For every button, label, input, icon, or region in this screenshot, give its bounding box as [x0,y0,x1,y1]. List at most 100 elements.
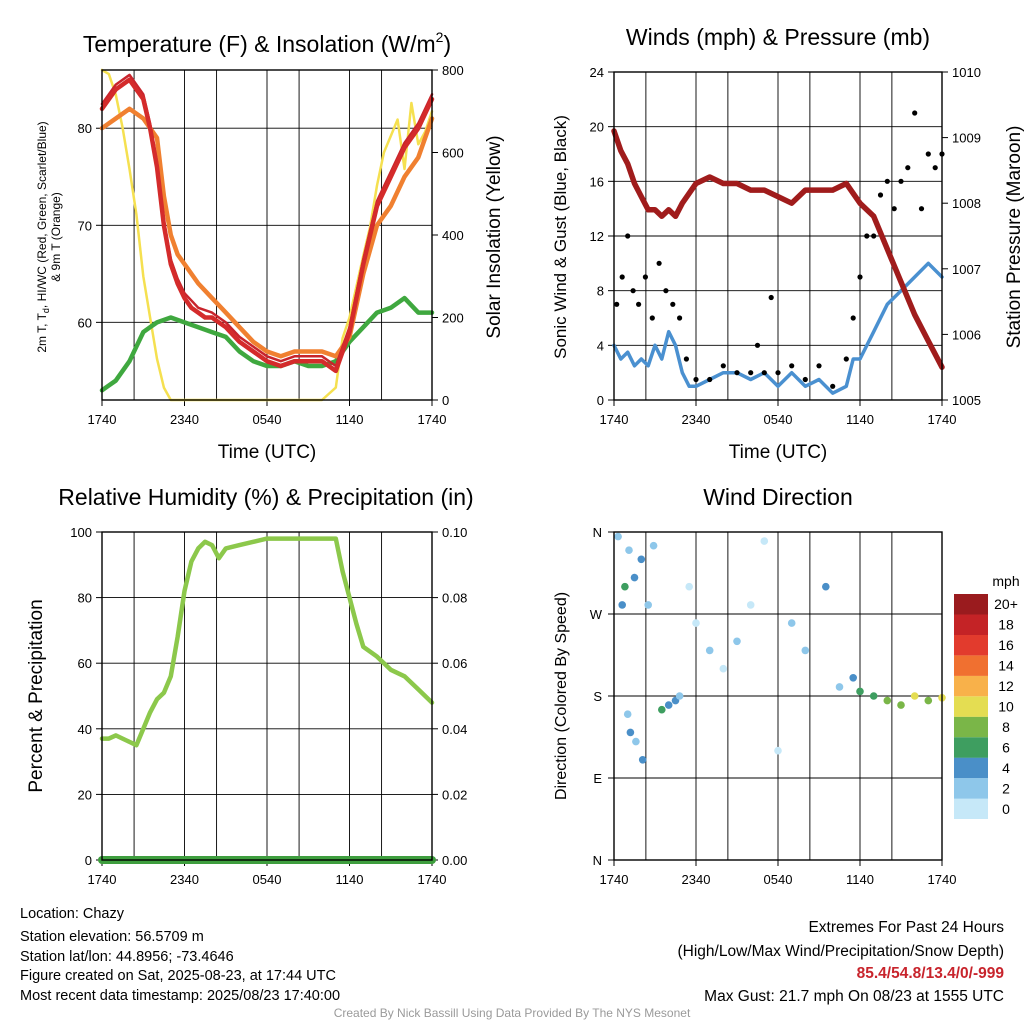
winds-gust-point [748,370,754,376]
direction-point [626,728,635,737]
colorbar-swatch-0 [954,798,988,819]
colorbar-swatch-3 [954,737,988,758]
humidity-frame [101,531,433,861]
winds-gust-point [630,288,636,294]
humidity-y2tick-label-0: 0.00 [442,853,467,868]
direction-point [760,537,769,545]
winds-gust-point [656,260,662,266]
direction-point [719,664,728,673]
winds-gust-point [789,363,795,369]
humidity-title: Relative Humidity (%) & Precipitation (i… [58,484,473,510]
temperature-frame [101,69,433,401]
winds-gust-point [830,383,836,389]
temperature-y2tick-label-3: 600 [442,146,464,161]
direction-ytick-label-2: S [593,689,602,704]
humidity-y2tick-label-4: 0.08 [442,591,467,606]
colorbar-swatch-1 [954,778,988,799]
temperature-xtick-label-4: 1740 [418,412,447,427]
temperature-ylabel: 2m T, Td, HI/WC (Red, Green, Scarlet/Blu… [35,121,51,352]
direction-point [897,701,905,709]
winds-frame [613,71,943,401]
direction-xtick-label-2: 0540 [764,872,793,887]
temperature-y2tick-label-4: 800 [442,63,464,78]
humidity-xtick-label-0: 1740 [88,872,117,887]
colorbar-label-8: 16 [998,637,1014,653]
temperature-y2tick-label-0: 0 [442,393,449,408]
temperature-y2label: Solar Insolation (Yellow) [484,135,505,338]
direction-point [883,696,892,705]
winds-xtick-label-3: 1140 [846,412,874,427]
winds-gust-point [877,192,884,198]
colorbar-swatch-2 [954,757,988,779]
direction-ytick-label-4: N [593,853,602,868]
colorbar-label-4: 8 [1002,719,1010,735]
winds-xtick-label-4: 1740 [928,412,957,427]
direction-point [692,619,700,627]
temperature-xtick-label-2: 0540 [253,412,282,427]
direction-xtick-label-0: 1740 [600,872,629,887]
winds-y2tick-label-1: 1006 [952,327,981,342]
winds-gust-point [625,233,631,239]
winds-series-pressure [611,128,945,370]
direction-point [623,710,632,718]
winds-series-sonic-wind [612,261,944,395]
direction-point [787,619,796,627]
winds-ytick-label-2: 8 [597,284,604,299]
direction-ytick-label-3: E [593,771,602,786]
temperature-ytick-label-2: 80 [78,121,92,136]
winds-gust-point [802,376,808,383]
winds-ytick-label-1: 4 [597,338,604,353]
winds-y2tick-label-4: 1009 [952,131,981,146]
colorbar-label-7: 14 [998,658,1014,674]
direction-point [746,601,755,609]
winds-xlabel: Time (UTC) [729,442,828,463]
extremes-heading: Extremes For Past 24 Hours [808,919,1004,936]
winds-gust-point [707,376,713,383]
direction-point [910,692,919,700]
colorbar-label-0: 0 [1002,801,1010,817]
direction-point [632,737,640,746]
direction-point [625,546,633,554]
winds-ytick-label-0: 0 [597,393,604,408]
direction-point [801,646,810,655]
winds-gust-point [891,206,897,212]
winds-y2tick-label-3: 1008 [952,196,981,211]
humidity-xtick-label-3: 1140 [336,872,364,887]
colorbar-label-3: 6 [1002,739,1010,755]
colorbar-swatch-9 [954,614,988,635]
humidity-ylabel: Percent & Precipitation [26,599,47,792]
info-location: Location: Chazy [20,906,124,922]
temperature-series-2m-t [99,77,435,374]
winds-ytick-label-4: 16 [590,174,604,189]
humidity-xtick-label-2: 0540 [253,872,282,887]
winds-gust-point [642,274,649,280]
direction-point [774,746,782,755]
direction-point [675,692,684,700]
direction-point [835,683,844,691]
winds-gust-point [663,288,669,294]
winds-y2tick-label-0: 1005 [952,393,981,408]
winds-gust-point [768,294,774,301]
info-latlon: Station lat/lon: 44.8956; -73.4646 [20,949,234,965]
colorbar-swatch-8 [954,634,988,656]
winds-gust-point [816,363,822,369]
humidity-ytick-label-1: 20 [78,787,92,802]
temperature-y2tick-label-1: 200 [442,311,464,326]
winds-gust-point [932,165,938,171]
colorbar-label-9: 18 [998,617,1014,633]
temperature-xtick-label-3: 1140 [336,412,364,427]
colorbar-label-5: 10 [998,699,1014,715]
extremes-values: 85.4/54.8/13.4/0/-999 [856,965,1004,982]
direction-xtick-label-1: 2340 [682,872,711,887]
temperature-ylabel-line2: & 9m T (Orange) [49,192,63,282]
colorbar-swatch-4 [954,716,988,738]
humidity-ytick-label-5: 100 [70,525,92,540]
humidity-xtick-label-4: 1740 [418,872,447,887]
direction-ytick-label-0: N [593,525,602,540]
winds-gust-point [720,363,726,369]
winds-gust-point [670,301,676,307]
winds-y2label: Station Pressure (Maroon) [1004,126,1024,349]
info-elevation: Station elevation: 56.5709 m [20,929,204,945]
colorbar-swatch-7 [954,655,988,676]
colorbar-label-2: 4 [1002,760,1010,776]
